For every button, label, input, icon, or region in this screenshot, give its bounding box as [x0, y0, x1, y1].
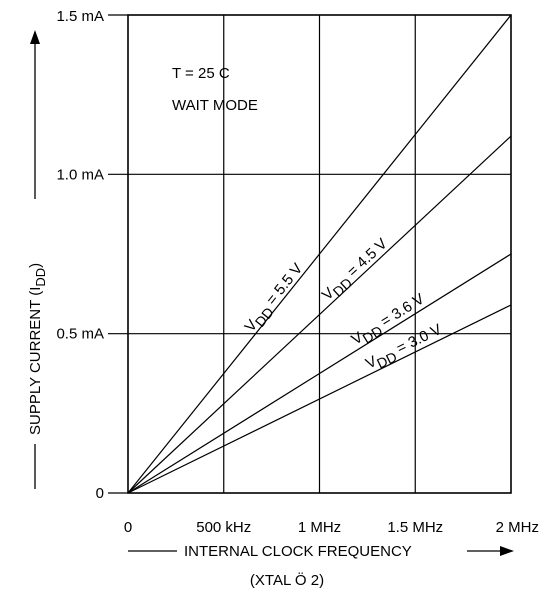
y-tick-labels: 0 0.5 mA 1.0 mA 1.5 mA [56, 8, 128, 502]
x-axis-title: INTERNAL CLOCK FREQUENCY [184, 543, 412, 560]
series-line [127, 304, 512, 494]
x-tick-label: 2 MHz [496, 519, 539, 536]
series-label: VDD = 5.5 V [241, 260, 309, 337]
x-tick-label: 0 [124, 519, 132, 536]
y-tick-label: 0.5 mA [56, 326, 104, 343]
series-line [127, 253, 512, 494]
plot-frame [127, 14, 512, 494]
x-tick-label: 1.5 MHz [387, 519, 443, 536]
y-tick-label: 1.5 mA [56, 8, 104, 25]
x-tick-label: 1 MHz [298, 519, 341, 536]
x-tick-label: 500 kHz [196, 519, 251, 536]
x-title-arrow [467, 546, 514, 556]
chart-series-lines [127, 14, 512, 494]
y-axis-title: SUPPLY CURRENT (IDD) [27, 263, 48, 435]
chart-grid [128, 15, 511, 493]
temperature-annotation: T = 25 C [172, 65, 230, 82]
y-axis-title-group: SUPPLY CURRENT (IDD) [27, 30, 48, 489]
x-axis-subtitle: (XTAL Ö 2) [250, 571, 324, 589]
series-line [127, 14, 512, 494]
mode-annotation: WAIT MODE [172, 97, 258, 114]
x-tick-labels: 0 500 kHz 1 MHz 1.5 MHz 2 MHz [124, 519, 539, 536]
series-label: VDD = 4.5 V [319, 235, 394, 307]
y-tick-label: 1.0 mA [56, 166, 104, 183]
y-tick-label: 0 [96, 485, 104, 502]
series-line [127, 135, 512, 494]
